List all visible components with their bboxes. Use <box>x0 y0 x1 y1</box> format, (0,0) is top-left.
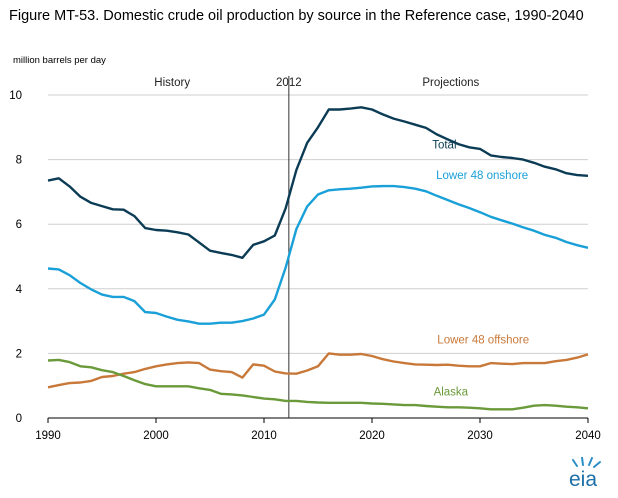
eia-logo-text: eia <box>569 468 597 491</box>
projections-label: Projections <box>422 77 479 89</box>
y-tick-labels: 0 2 4 6 8 10 <box>9 90 22 425</box>
y-tick-label: 2 <box>16 348 22 360</box>
x-axis: 1990 2000 2010 2020 2030 2040 <box>35 417 601 442</box>
y-tick-label: 8 <box>16 155 22 167</box>
x-tick-label: 1990 <box>35 430 61 442</box>
x-tick-label: 2020 <box>359 430 385 442</box>
series-label-alaska: Alaska <box>434 386 469 398</box>
series-line-alaska <box>47 358 589 411</box>
y-tick-label: 6 <box>16 219 22 231</box>
x-tick-label: 2010 <box>251 430 277 442</box>
series-label-lower-48-offshore: Lower 48 offshore <box>437 335 529 347</box>
x-tick-label: 2040 <box>575 430 601 442</box>
series-line-lower-48-onshore <box>47 184 589 325</box>
gridlines <box>48 94 588 354</box>
series-line-total <box>47 106 589 259</box>
eia-logo-swoosh-icon <box>572 456 601 468</box>
series-label-total: Total <box>432 139 456 151</box>
projection-divider: 2012 History Projections <box>154 76 480 418</box>
x-tick-label: 2030 <box>467 430 493 442</box>
y-tick-label: 4 <box>16 284 23 296</box>
eia-logo: eia <box>562 456 612 496</box>
series-lines <box>47 106 589 411</box>
chart-title: Figure MT-53. Domestic crude oil product… <box>9 8 584 24</box>
series-labels: Total Lower 48 onshore Lower 48 offshore Al… <box>432 139 529 398</box>
y-axis-units-label: million barrels per day <box>13 55 106 66</box>
y-tick-label: 0 <box>16 413 22 425</box>
divider-year-label: 2012 <box>276 77 302 89</box>
history-label: History <box>154 77 190 89</box>
series-line-lower-48-offshore <box>47 352 589 389</box>
x-tick-label: 2000 <box>143 430 169 442</box>
y-tick-label: 10 <box>9 90 22 102</box>
series-label-lower-48-onshore: Lower 48 onshore <box>436 170 528 182</box>
